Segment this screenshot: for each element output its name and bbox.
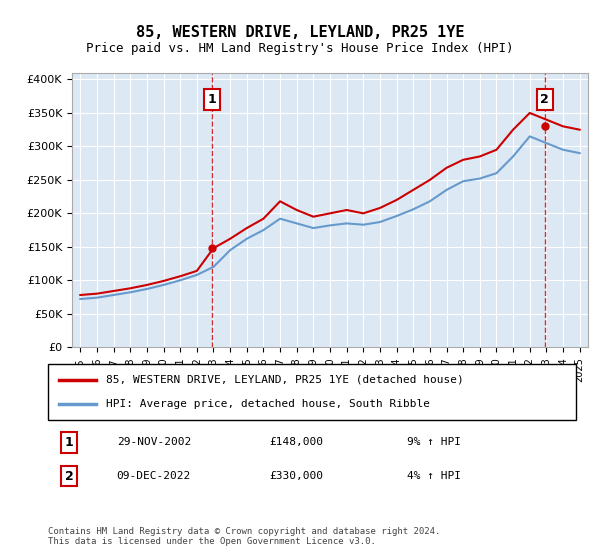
Text: 2: 2 [65,469,73,483]
Text: £148,000: £148,000 [270,437,324,447]
Text: 29-NOV-2002: 29-NOV-2002 [116,437,191,447]
Text: 85, WESTERN DRIVE, LEYLAND, PR25 1YE: 85, WESTERN DRIVE, LEYLAND, PR25 1YE [136,25,464,40]
Text: 2: 2 [541,93,549,106]
Text: 9% ↑ HPI: 9% ↑ HPI [407,437,461,447]
Text: 09-DEC-2022: 09-DEC-2022 [116,471,191,481]
Text: 1: 1 [208,93,216,106]
FancyBboxPatch shape [48,364,576,420]
Text: 1: 1 [65,436,73,449]
Text: HPI: Average price, detached house, South Ribble: HPI: Average price, detached house, Sout… [106,399,430,409]
Text: Price paid vs. HM Land Registry's House Price Index (HPI): Price paid vs. HM Land Registry's House … [86,42,514,55]
Text: Contains HM Land Registry data © Crown copyright and database right 2024.
This d: Contains HM Land Registry data © Crown c… [48,526,440,546]
Text: 85, WESTERN DRIVE, LEYLAND, PR25 1YE (detached house): 85, WESTERN DRIVE, LEYLAND, PR25 1YE (de… [106,375,464,385]
Text: 4% ↑ HPI: 4% ↑ HPI [407,471,461,481]
Text: £330,000: £330,000 [270,471,324,481]
